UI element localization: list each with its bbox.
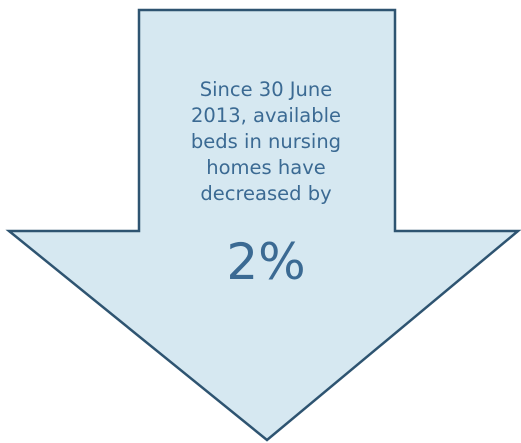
- down-arrow-polygon: [5, 8, 521, 442]
- callout-line-1: Since 30 June: [199, 78, 333, 101]
- callout-line-3: beds in nursing: [190, 130, 342, 153]
- callout-line-5: decreased by: [200, 182, 332, 205]
- callout-line-4: homes have: [206, 156, 326, 179]
- decrease-percentage: 2%: [226, 233, 306, 291]
- callout-line-2: 2013, available: [190, 104, 342, 127]
- callout-text: Since 30 June 2013, available beds in nu…: [150, 77, 382, 290]
